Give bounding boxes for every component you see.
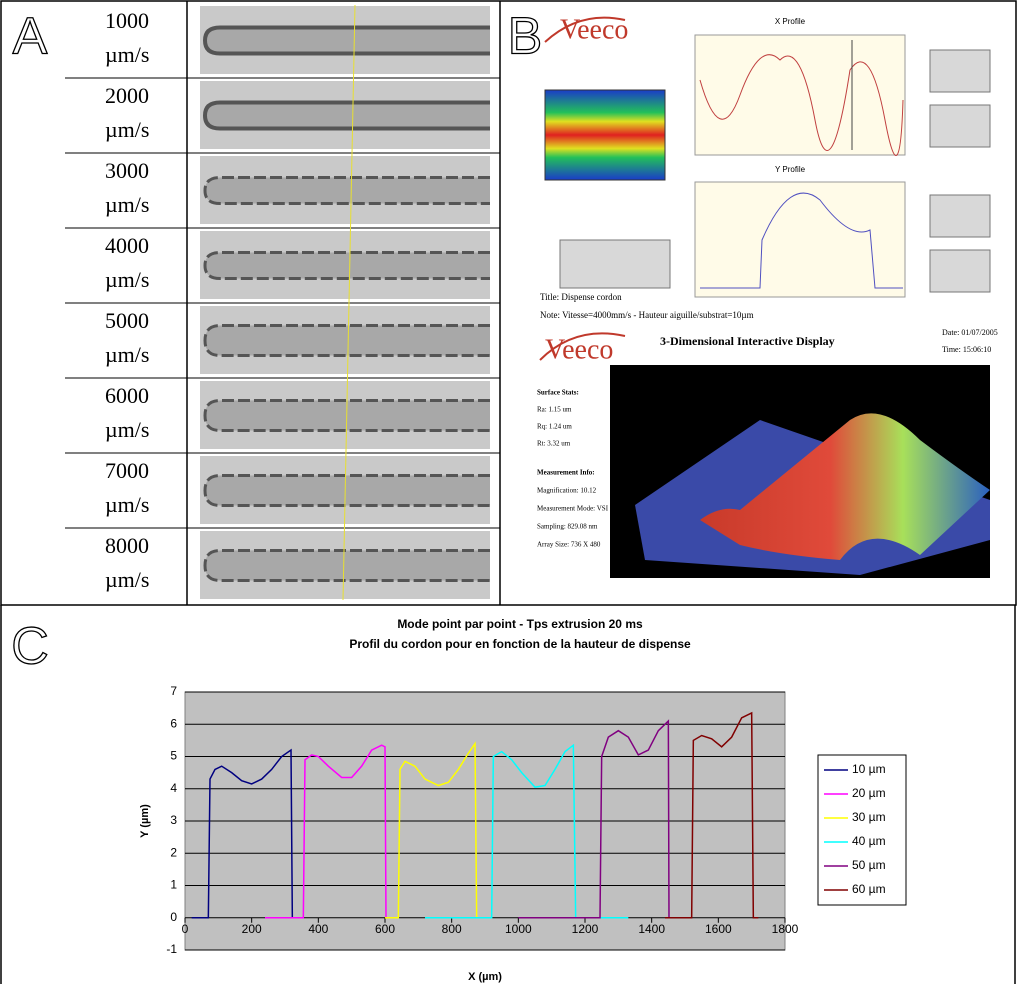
bead bbox=[203, 251, 490, 280]
legend-label: 60 µm bbox=[852, 882, 886, 896]
speed-unit: µm/s bbox=[105, 117, 149, 142]
bead bbox=[203, 549, 490, 582]
speed: 3000 bbox=[105, 158, 149, 183]
speed-unit: µm/s bbox=[105, 267, 149, 292]
bead bbox=[203, 399, 490, 432]
measurement-info: Measurement Info: bbox=[537, 469, 595, 477]
bead bbox=[203, 324, 490, 357]
speed-unit: µm/s bbox=[105, 342, 149, 367]
heatmap bbox=[544, 89, 666, 181]
panel-a: 1000 µm/s 2000 µm/s 3000 µm/s 4000 µm/s 5000 µm/s… bbox=[65, 4, 500, 601]
cursor-line bbox=[342, 4, 356, 601]
speed-unit: µm/s bbox=[105, 192, 149, 217]
panel-letters: A B C bbox=[11, 7, 543, 676]
x-tick-label: 1200 bbox=[572, 922, 599, 936]
legend-label: 10 µm bbox=[852, 762, 886, 776]
panel-letter: C bbox=[11, 618, 49, 676]
note-title: Title: Dispense cordon bbox=[540, 292, 622, 302]
speed: 8000 bbox=[105, 533, 149, 558]
series-line bbox=[385, 741, 492, 919]
series-line bbox=[518, 719, 679, 919]
x-tick-label: 1600 bbox=[705, 922, 732, 936]
y-tick-label: -1 bbox=[166, 942, 177, 956]
chart-title: Mode point par point - Tps extrusion 20 … bbox=[397, 617, 643, 631]
legend-label: 40 µm bbox=[852, 834, 886, 848]
speed: 4000 bbox=[105, 233, 149, 258]
series-line bbox=[665, 711, 759, 919]
speed: 1000 bbox=[105, 8, 149, 33]
y-tick-label: 6 bbox=[170, 716, 177, 730]
panel-b: Veeco X Profile Y Profile Title: Dispens… bbox=[537, 14, 998, 578]
measurement-info: Measurement Mode: VSI bbox=[537, 505, 609, 513]
display-title: 3-Dimensional Interactive Display bbox=[660, 334, 835, 348]
y-profile-frame bbox=[694, 181, 906, 298]
bead bbox=[202, 25, 490, 56]
y-axis-label: Y (µm) bbox=[139, 804, 151, 838]
x-axis-label: X (µm) bbox=[468, 971, 502, 983]
surface-stat: Ra: 1.15 um bbox=[537, 406, 572, 414]
bead bbox=[202, 100, 490, 131]
speed-unit: µm/s bbox=[105, 417, 149, 442]
x-tick-label: 400 bbox=[308, 922, 328, 936]
speed: 2000 bbox=[105, 83, 149, 108]
series-line bbox=[425, 743, 629, 919]
series-line bbox=[265, 744, 399, 919]
measurement-info: Array Size: 736 X 480 bbox=[537, 541, 601, 549]
panel-letter: A bbox=[13, 8, 48, 66]
legend-box bbox=[817, 754, 907, 906]
speed-unit: µm/s bbox=[105, 42, 149, 67]
speed-unit: µm/s bbox=[105, 492, 149, 517]
x-tick-label: 800 bbox=[442, 922, 462, 936]
chart-title: Profil du cordon pour en fonction de la … bbox=[349, 637, 691, 651]
date: Date: 01/07/2005 bbox=[942, 328, 998, 337]
y-tick-label: 1 bbox=[170, 878, 177, 892]
x-profile-frame bbox=[694, 34, 906, 156]
x-tick-label: 0 bbox=[182, 922, 189, 936]
x-tick-label: 1000 bbox=[505, 922, 532, 936]
time: Time: 15:06:10 bbox=[942, 345, 991, 354]
legend-label: 30 µm bbox=[852, 810, 886, 824]
logo-swoosh bbox=[544, 16, 626, 43]
x-tick-label: 600 bbox=[375, 922, 395, 936]
series-line bbox=[191, 748, 295, 919]
y-profile-curve bbox=[700, 192, 903, 289]
y-tick-label: 3 bbox=[170, 813, 177, 827]
y-tick-label: 0 bbox=[170, 910, 177, 924]
y-profile-title: Y Profile bbox=[775, 165, 806, 174]
x-tick-label: 1400 bbox=[638, 922, 665, 936]
speed: 7000 bbox=[105, 458, 149, 483]
speed-unit: µm/s bbox=[105, 567, 149, 592]
speed: 6000 bbox=[105, 383, 149, 408]
note: Note: Vitesse=4000mm/s - Hauteur aiguill… bbox=[540, 310, 754, 320]
x-profile-curve bbox=[699, 54, 904, 156]
logo-swoosh bbox=[539, 332, 626, 361]
logo: Veeco bbox=[560, 14, 628, 45]
surface-stat: Rt: 3.32 um bbox=[537, 440, 571, 448]
panel-letter: B bbox=[508, 8, 543, 66]
panel-c: Mode point par point - Tps extrusion 20 … bbox=[139, 617, 907, 983]
y-tick-label: 7 bbox=[170, 684, 177, 698]
speed: 5000 bbox=[105, 308, 149, 333]
legend-label: 50 µm bbox=[852, 858, 886, 872]
bead bbox=[203, 176, 490, 205]
x-tick-label: 1800 bbox=[772, 922, 799, 936]
legend-label: 20 µm bbox=[852, 786, 886, 800]
measurement-info: Magnification: 10.12 bbox=[537, 487, 597, 495]
y-tick-label: 2 bbox=[170, 845, 177, 859]
measurement-info: Sampling: 829.08 nm bbox=[537, 523, 598, 531]
logo: Veeco bbox=[545, 334, 613, 365]
3d-surface bbox=[700, 413, 990, 560]
stat-boxes bbox=[559, 49, 991, 293]
x-profile-title: X Profile bbox=[775, 17, 806, 26]
surface-stat: Surface Stats: bbox=[537, 389, 579, 397]
bead bbox=[203, 474, 490, 507]
y-tick-label: 4 bbox=[170, 781, 177, 795]
surface-stat: Rq: 1.24 um bbox=[537, 423, 572, 431]
y-tick-label: 5 bbox=[170, 749, 177, 763]
x-tick-label: 200 bbox=[242, 922, 262, 936]
